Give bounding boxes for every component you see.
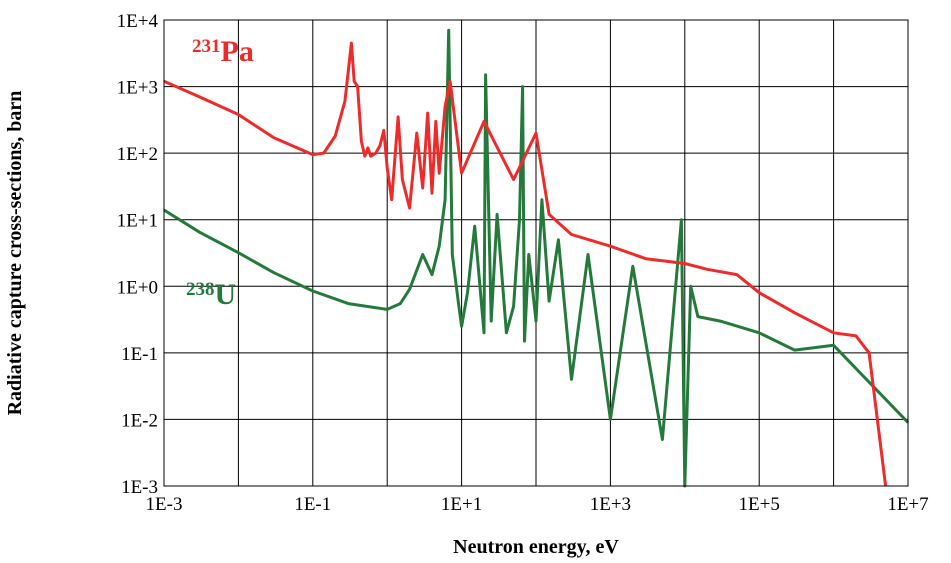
y-tick-label: 1E-1 (121, 344, 158, 365)
element-symbol: Pa (221, 35, 254, 68)
y-axis-title: Radiative capture cross-sections, barn (4, 91, 26, 416)
series-label-238u: 238U (186, 278, 236, 311)
x-tick-label: 1E-3 (146, 494, 183, 515)
x-axis-ticks: 1E-3 1E-1 1E+1 1E+3 1E+5 1E+7 (146, 494, 929, 515)
series-label-231pa: 231Pa (192, 35, 254, 68)
series-layer (163, 28, 910, 488)
x-tick-label: 1E-1 (294, 494, 331, 515)
series-labels: 231Pa 238U (186, 35, 254, 311)
mass-number: 231 (192, 36, 221, 57)
mass-number: 238 (186, 279, 215, 300)
y-tick-label: 1E+3 (117, 78, 158, 99)
x-tick-label: 1E+7 (887, 494, 928, 515)
element-symbol: U (215, 278, 237, 311)
plot-frame (163, 19, 909, 487)
y-tick-label: 1E+0 (117, 277, 158, 298)
y-tick-label: 1E-3 (121, 477, 158, 498)
x-tick-label: 1E+5 (739, 494, 780, 515)
x-axis-title: Neutron energy, eV (453, 536, 619, 558)
x-tick-label: 1E+1 (441, 494, 482, 515)
series-line-238u (163, 28, 910, 488)
series-line-231pa (163, 41, 888, 487)
x-tick-label: 1E+3 (590, 494, 631, 515)
y-tick-label: 1E-2 (121, 410, 158, 431)
y-axis-ticks: 1E+4 1E+3 1E+2 1E+1 1E+0 1E-1 1E-2 1E-3 (117, 11, 159, 498)
y-tick-label: 1E+1 (117, 211, 158, 232)
y-tick-label: 1E+4 (117, 11, 159, 32)
grid-lines (163, 19, 909, 487)
y-tick-label: 1E+2 (117, 144, 158, 165)
